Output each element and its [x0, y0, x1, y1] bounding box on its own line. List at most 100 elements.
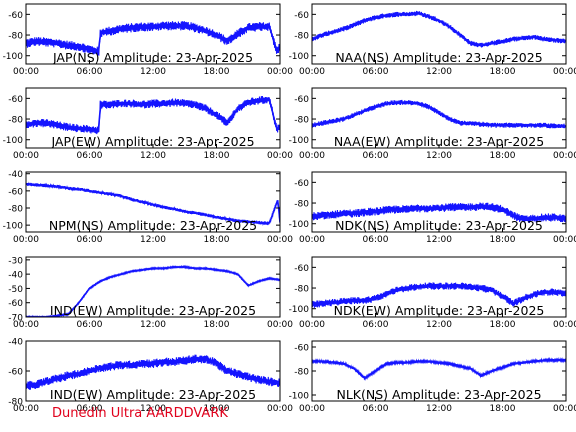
y-tick-label: -40 — [8, 338, 23, 348]
x-tick-label: 12:00 — [426, 67, 452, 77]
x-tick-label: 18:00 — [490, 67, 516, 77]
x-tick-label: 06:00 — [363, 151, 389, 161]
series-line — [26, 21, 280, 56]
x-tick-label: 18:00 — [490, 320, 516, 330]
series-mean-line — [26, 24, 280, 53]
y-tick-label: -100 — [3, 52, 24, 62]
y-tick-label: -60 — [294, 179, 309, 189]
chart-title: NDK(EW) Amplitude: 23-Apr-2025 — [334, 303, 545, 318]
x-tick-label: 00:00 — [267, 67, 293, 77]
y-tick-label: -80 — [294, 32, 309, 42]
series-mean-line — [312, 359, 566, 379]
x-tick-label: 00:00 — [13, 404, 39, 414]
series-line — [312, 99, 566, 129]
x-tick-label: 00:00 — [299, 404, 325, 414]
y-tick-label: -40 — [8, 170, 23, 180]
series-mean-line — [312, 285, 566, 306]
series-line — [26, 95, 280, 135]
chart-panel: -60 -80 -100 00:00 06:00 12:00 18:00 00:00 NLK(N… — [289, 340, 576, 414]
x-tick-label: 00:00 — [553, 404, 576, 414]
x-tick-label: 06:00 — [77, 404, 103, 414]
series-mean-line — [26, 266, 280, 317]
x-tick-label: 12:00 — [140, 404, 166, 414]
x-tick-label: 06:00 — [363, 235, 389, 245]
y-tick-label: -100 — [3, 136, 24, 146]
x-tick-label: 12:00 — [140, 320, 166, 330]
x-tick-label: 12:00 — [426, 235, 452, 245]
x-tick-label: 12:00 — [426, 404, 452, 414]
x-tick-label: 00:00 — [553, 235, 576, 245]
chart-panel: -60 -80 -100 00:00 06:00 12:00 18:00 00:00 NAA(N… — [289, 3, 576, 77]
y-tick-label: -80 — [294, 200, 309, 210]
x-tick-label: 18:00 — [204, 151, 230, 161]
chart-title: NAA(EW) Amplitude: 23-Apr-2025 — [334, 134, 544, 149]
y-tick-label: -30 — [8, 256, 23, 266]
series-line — [26, 354, 280, 390]
series-line — [312, 282, 566, 308]
y-tick-label: -80 — [8, 205, 23, 215]
series-mean-line — [312, 12, 566, 47]
y-tick-label: -80 — [294, 116, 309, 126]
x-tick-label: 00:00 — [267, 235, 293, 245]
y-tick-label: -50 — [8, 285, 23, 295]
x-tick-label: 00:00 — [299, 320, 325, 330]
chart-title: IND(EW) Amplitude: 23-Apr-2025 — [50, 303, 256, 318]
chart-title: JAP(NS) Amplitude: 23-Apr-2025 — [52, 50, 253, 65]
y-tick-label: -60 — [8, 11, 23, 21]
x-tick-label: 12:00 — [426, 151, 452, 161]
y-tick-label: -80 — [8, 398, 23, 408]
x-tick-label: 06:00 — [77, 320, 103, 330]
chart-title: NPM(NS) Amplitude: 23-Apr-2025 — [49, 218, 257, 233]
chart-title: NLK(NS) Amplitude: 23-Apr-2025 — [336, 387, 541, 402]
x-tick-label: 12:00 — [140, 67, 166, 77]
x-tick-label: 00:00 — [13, 235, 39, 245]
y-tick-label: -100 — [289, 305, 310, 315]
series-line — [312, 10, 566, 48]
series-mean-line — [26, 358, 280, 387]
x-tick-label: 18:00 — [204, 404, 230, 414]
y-tick-label: -40 — [8, 271, 23, 281]
y-tick-label: -80 — [8, 116, 23, 126]
x-tick-label: 00:00 — [299, 67, 325, 77]
y-tick-label: -60 — [294, 95, 309, 105]
y-tick-label: -60 — [8, 299, 23, 309]
chart-panel: -60 -80 -100 00:00 06:00 12:00 18:00 00:00 NDK(E… — [289, 256, 576, 330]
x-tick-label: 00:00 — [267, 404, 293, 414]
x-tick-label: 06:00 — [363, 67, 389, 77]
y-tick-label: -100 — [289, 52, 310, 62]
chart-panel: -60 -80 -100 00:00 06:00 12:00 18:00 00:00 NDK(N… — [289, 171, 576, 245]
x-tick-label: 18:00 — [490, 404, 516, 414]
x-tick-label: 00:00 — [553, 320, 576, 330]
x-tick-label: 00:00 — [553, 67, 576, 77]
x-tick-label: 18:00 — [204, 235, 230, 245]
chart-title: IND(EW) Amplitude: 23-Apr-2025 — [50, 387, 256, 402]
y-tick-label: -100 — [289, 220, 310, 230]
x-tick-label: 00:00 — [13, 320, 39, 330]
y-tick-label: -100 — [289, 136, 310, 146]
series-mean-line — [312, 101, 566, 128]
x-tick-label: 06:00 — [77, 67, 103, 77]
series-mean-line — [312, 205, 566, 221]
y-tick-label: -70 — [8, 314, 23, 324]
chart-title: NDK(NS) Amplitude: 23-Apr-2025 — [335, 218, 543, 233]
y-tick-label: -60 — [294, 264, 309, 274]
x-tick-label: 06:00 — [363, 404, 389, 414]
x-tick-label: 06:00 — [77, 235, 103, 245]
y-tick-label: -60 — [8, 368, 23, 378]
y-tick-label: -60 — [8, 95, 23, 105]
chart-panel: -60 -80 -100 00:00 06:00 12:00 18:00 00:00 JAP(E… — [3, 87, 293, 161]
series-mean-line — [26, 183, 280, 225]
y-tick-label: -60 — [294, 344, 309, 354]
y-tick-label: -80 — [8, 32, 23, 42]
chart-title: NAA(NS) Amplitude: 23-Apr-2025 — [335, 50, 542, 65]
x-tick-label: 00:00 — [13, 151, 39, 161]
chart-panel: -60 -80 -100 00:00 06:00 12:00 18:00 00:00 JAP(N… — [3, 3, 293, 77]
x-tick-label: 12:00 — [140, 151, 166, 161]
x-tick-label: 00:00 — [267, 151, 293, 161]
y-tick-label: -100 — [3, 222, 24, 232]
series-mean-line — [26, 98, 280, 132]
chart-panel: -40 -60 -80 -100 00:00 06:00 12:00 18:00 00:00 NP… — [3, 170, 294, 245]
y-tick-label: -80 — [294, 285, 309, 295]
